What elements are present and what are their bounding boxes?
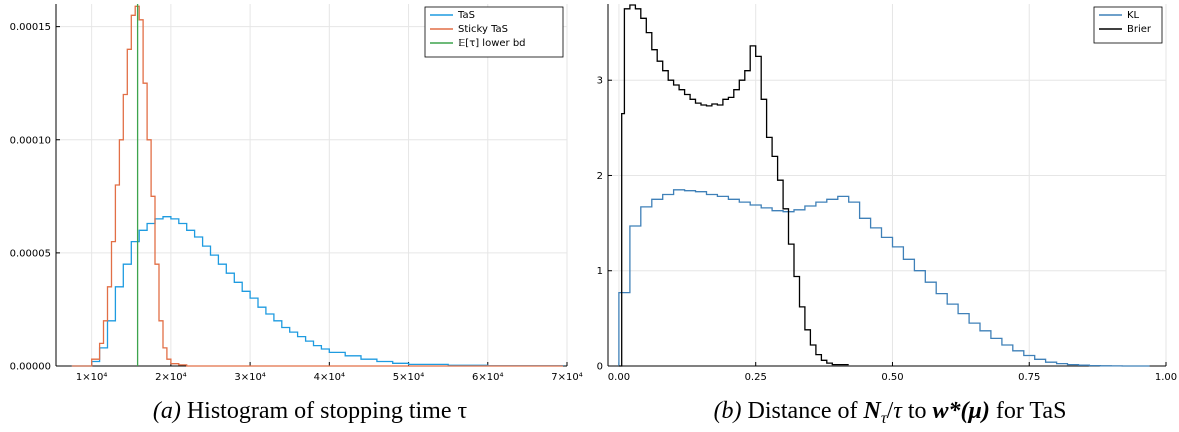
chart-b-distance-histogram: 0.00 0.25 0.50 0.75 1.00 0 1 2 3 KL Brier <box>597 4 1177 383</box>
series-line-tas <box>71 216 564 367</box>
series-line-brier <box>618 4 849 367</box>
caption-b: (b) Distance of Nτ/τ to w*(μ) for TaS <box>714 398 1067 427</box>
legend-label-0: KL <box>1127 10 1140 21</box>
y-tick-label-0: 0.00000 <box>10 362 51 373</box>
series-line-sticky-tas <box>71 5 563 367</box>
series-line-kl <box>618 189 1150 367</box>
legend-label-2: 𝔼[τ] lower bd <box>458 38 526 49</box>
y-tick-label-2: 0.00010 <box>10 135 51 146</box>
y-tick-label-1: 1 <box>597 266 603 277</box>
caption-a: (a) Histogram of stopping time τ <box>153 398 468 424</box>
x-tick-label-3: 4×10⁴ <box>314 372 345 383</box>
legend-label-1: Brier <box>1127 24 1152 35</box>
x-tick-label-4: 5×10⁴ <box>393 372 424 383</box>
y-tick-label-2: 2 <box>597 171 603 182</box>
legend-box <box>1093 6 1163 44</box>
legend-label-1: Sticky TaS <box>458 24 508 35</box>
x-tick-label-5: 6×10⁴ <box>472 372 503 383</box>
x-tick-label-4: 1.00 <box>1155 372 1177 383</box>
y-tick-label-3: 0.00015 <box>10 22 51 33</box>
x-tick-label-2: 0.50 <box>881 372 903 383</box>
y-tick-label-1: 0.00005 <box>10 248 51 259</box>
chart-a-stopping-time-histogram: 1×10⁴ 2×10⁴ 3×10⁴ 4×10⁴ 5×10⁴ 6×10⁴ 7×10⁴ 0.000… <box>10 4 583 383</box>
x-tick-label-2: 3×10⁴ <box>234 372 265 383</box>
y-tick-label-3: 3 <box>597 76 603 87</box>
x-tick-label-1: 2×10⁴ <box>155 372 186 383</box>
x-tick-label-3: 0.75 <box>1018 372 1040 383</box>
x-tick-label-1: 0.25 <box>745 372 767 383</box>
x-tick-label-0: 0.00 <box>608 372 630 383</box>
x-tick-label-0: 1×10⁴ <box>76 372 107 383</box>
y-tick-label-0: 0 <box>597 362 603 373</box>
legend-label-0: TaS <box>457 10 475 21</box>
x-tick-label-6: 7×10⁴ <box>551 372 582 383</box>
